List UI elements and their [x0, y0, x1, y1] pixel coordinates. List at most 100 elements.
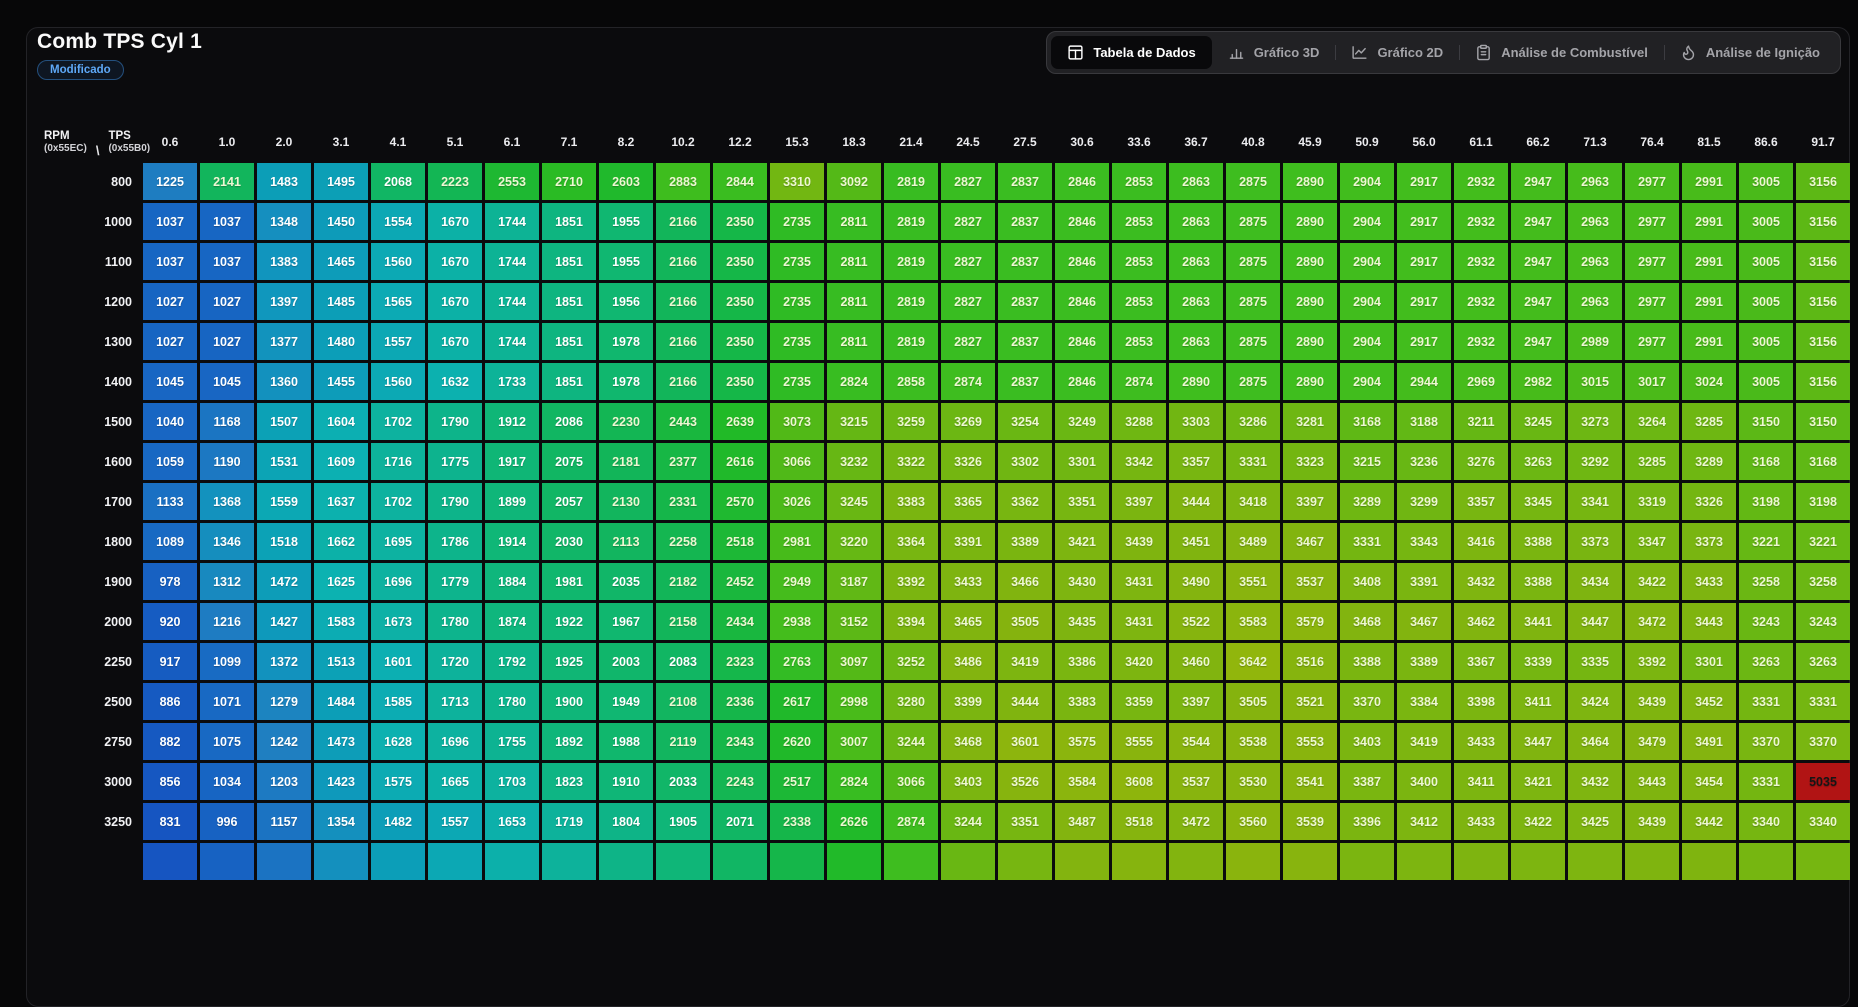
cell[interactable]: 2963 — [1568, 203, 1622, 240]
cell[interactable]: 3015 — [1568, 363, 1622, 400]
cell[interactable]: 3544 — [1169, 723, 1223, 760]
cell[interactable]: 2452 — [713, 563, 767, 600]
cell[interactable]: 3301 — [1682, 643, 1736, 680]
cell[interactable]: 3331 — [1739, 683, 1793, 720]
cell[interactable]: 3281 — [1283, 403, 1337, 440]
cell[interactable]: 3326 — [941, 443, 995, 480]
cell[interactable]: 1348 — [257, 203, 311, 240]
cell[interactable]: 1917 — [485, 443, 539, 480]
cell[interactable]: 3433 — [1682, 563, 1736, 600]
cell[interactable]: 1034 — [200, 763, 254, 800]
cell[interactable]: 3301 — [1055, 443, 1109, 480]
cell[interactable]: 3156 — [1796, 283, 1850, 320]
cell[interactable]: 3539 — [1283, 803, 1337, 840]
cell[interactable]: 1089 — [143, 523, 197, 560]
cell[interactable]: 2846 — [1055, 243, 1109, 280]
cell[interactable]: 2998 — [827, 683, 881, 720]
cell[interactable]: 2917 — [1397, 283, 1451, 320]
cell[interactable]: 1670 — [428, 323, 482, 360]
cell[interactable]: 3553 — [1283, 723, 1337, 760]
cell[interactable]: 1981 — [542, 563, 596, 600]
cell[interactable]: 3017 — [1625, 363, 1679, 400]
cell[interactable]: 2844 — [713, 163, 767, 200]
cell[interactable]: 3439 — [1625, 683, 1679, 720]
cell[interactable]: 3522 — [1169, 603, 1223, 640]
cell[interactable]: 3351 — [998, 803, 1052, 840]
cell[interactable]: 3505 — [1226, 683, 1280, 720]
cell[interactable]: 2258 — [656, 523, 710, 560]
cell[interactable]: 3443 — [1625, 763, 1679, 800]
cell[interactable]: 1565 — [371, 283, 425, 320]
cell[interactable]: 2963 — [1568, 283, 1622, 320]
cell[interactable]: 2827 — [941, 163, 995, 200]
cell[interactable]: 2947 — [1511, 283, 1565, 320]
cell[interactable]: 1037 — [143, 203, 197, 240]
cell[interactable]: 1775 — [428, 443, 482, 480]
cell[interactable]: 1978 — [599, 363, 653, 400]
cell[interactable]: 1360 — [257, 363, 311, 400]
cell[interactable]: 3392 — [1625, 643, 1679, 680]
cell[interactable]: 3454 — [1682, 763, 1736, 800]
cell[interactable]: 1372 — [257, 643, 311, 680]
cell[interactable]: 2819 — [884, 243, 938, 280]
cell[interactable]: 1790 — [428, 403, 482, 440]
cell[interactable]: 3198 — [1739, 483, 1793, 520]
cell[interactable]: 1279 — [257, 683, 311, 720]
cell[interactable]: 1609 — [314, 443, 368, 480]
cell[interactable]: 2518 — [713, 523, 767, 560]
cell[interactable]: 3411 — [1454, 763, 1508, 800]
cell[interactable]: 3322 — [884, 443, 938, 480]
cell[interactable]: 1925 — [542, 643, 596, 680]
cell[interactable]: 3432 — [1568, 763, 1622, 800]
cell[interactable]: 1744 — [485, 203, 539, 240]
cell[interactable]: 3373 — [1682, 523, 1736, 560]
cell[interactable]: 2917 — [1397, 323, 1451, 360]
cell[interactable]: 3342 — [1112, 443, 1166, 480]
cell[interactable]: 3263 — [1796, 643, 1850, 680]
cell[interactable]: 3384 — [1397, 683, 1451, 720]
cell[interactable]: 3005 — [1739, 283, 1793, 320]
cell[interactable]: 3319 — [1625, 483, 1679, 520]
cell[interactable]: 3198 — [1796, 483, 1850, 520]
cell[interactable]: 1480 — [314, 323, 368, 360]
cell[interactable]: 2991 — [1682, 323, 1736, 360]
cell[interactable]: 3331 — [1739, 763, 1793, 800]
tab-analise-de-ignicao[interactable]: Análise de Ignição — [1663, 36, 1836, 69]
cell[interactable]: 2350 — [713, 283, 767, 320]
cell[interactable]: 3280 — [884, 683, 938, 720]
cell[interactable]: 3537 — [1169, 763, 1223, 800]
cell[interactable]: 2819 — [884, 283, 938, 320]
cell[interactable]: 1892 — [542, 723, 596, 760]
cell[interactable]: 2977 — [1625, 323, 1679, 360]
cell[interactable]: 2875 — [1226, 163, 1280, 200]
cell[interactable]: 3258 — [1739, 563, 1793, 600]
row-header[interactable]: 3250 — [104, 814, 132, 829]
row-header[interactable]: 1300 — [104, 334, 132, 349]
cell[interactable]: 1312 — [200, 563, 254, 600]
cell[interactable]: 1483 — [257, 163, 311, 200]
cell[interactable]: 2846 — [1055, 163, 1109, 200]
cell[interactable]: 2932 — [1454, 323, 1508, 360]
cell[interactable]: 2166 — [656, 203, 710, 240]
cell[interactable]: 3370 — [1739, 723, 1793, 760]
cell[interactable]: 2811 — [827, 243, 881, 280]
cell[interactable]: 1851 — [542, 363, 596, 400]
cell[interactable]: 3400 — [1397, 763, 1451, 800]
cell[interactable]: 1383 — [257, 243, 311, 280]
cell[interactable]: 1695 — [371, 523, 425, 560]
cell[interactable]: 2735 — [770, 203, 824, 240]
cell[interactable]: 1455 — [314, 363, 368, 400]
col-header[interactable]: 8.2 — [617, 135, 635, 149]
col-header[interactable]: 40.8 — [1241, 135, 1265, 149]
cell[interactable]: 1216 — [200, 603, 254, 640]
cell[interactable]: 917 — [143, 643, 197, 680]
cell[interactable]: 2837 — [998, 163, 1052, 200]
cell[interactable]: 1851 — [542, 323, 596, 360]
cell[interactable]: 3521 — [1283, 683, 1337, 720]
cell[interactable]: 3252 — [884, 643, 938, 680]
cell[interactable]: 1465 — [314, 243, 368, 280]
cell[interactable]: 3007 — [827, 723, 881, 760]
cell[interactable]: 3273 — [1568, 403, 1622, 440]
cell[interactable]: 3608 — [1112, 763, 1166, 800]
col-header[interactable]: 21.4 — [899, 135, 923, 149]
